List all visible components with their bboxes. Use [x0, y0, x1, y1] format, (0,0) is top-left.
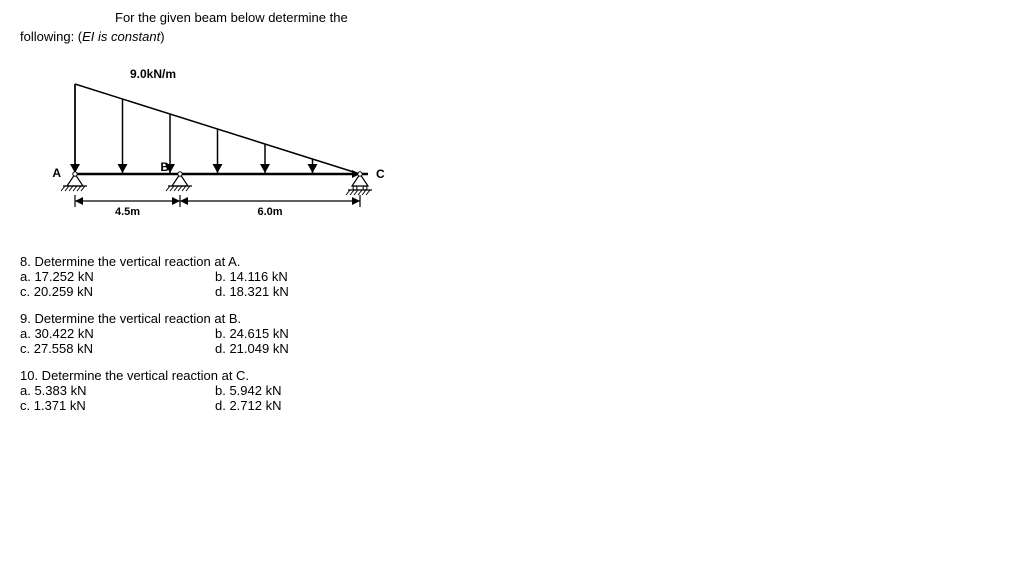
- svg-text:C: C: [376, 167, 385, 181]
- q10-opt-b: b. 5.942 kN: [215, 383, 410, 398]
- beam-diagram: 9.0kN/m A B C 4.5m 6.0m: [45, 54, 385, 234]
- prompt-text-2-italic: EI is constant: [82, 29, 160, 44]
- prompt-text-2a: following: (: [20, 29, 82, 44]
- svg-text:9.0kN/m: 9.0kN/m: [130, 67, 176, 81]
- q10-opt-c: c. 1.371 kN: [20, 398, 215, 413]
- q8-opt-a: a. 17.252 kN: [20, 269, 215, 284]
- q8-opt-c: c. 20.259 kN: [20, 284, 215, 299]
- page-container: For the given beam below determine the f…: [0, 0, 1024, 435]
- svg-text:B: B: [160, 160, 169, 174]
- q10-opt-a: a. 5.383 kN: [20, 383, 215, 398]
- beam-svg: 9.0kN/m A B C 4.5m 6.0m: [45, 54, 385, 234]
- q8-opt-b: b. 14.116 kN: [215, 269, 410, 284]
- q9-opt-d: d. 21.049 kN: [215, 341, 410, 356]
- prompt-line-2: following: (EI is constant): [20, 29, 1004, 44]
- q8-stem: 8. Determine the vertical reaction at A.: [20, 254, 1004, 269]
- q9-opt-a: a. 30.422 kN: [20, 326, 215, 341]
- svg-text:A: A: [52, 166, 61, 180]
- question-8: 8. Determine the vertical reaction at A.…: [20, 254, 1004, 299]
- q9-opt-c: c. 27.558 kN: [20, 341, 215, 356]
- questions-block: 8. Determine the vertical reaction at A.…: [20, 254, 1004, 413]
- prompt-line-1: For the given beam below determine the: [20, 10, 1004, 25]
- question-9: 9. Determine the vertical reaction at B.…: [20, 311, 1004, 356]
- q9-opt-b: b. 24.615 kN: [215, 326, 410, 341]
- svg-text:6.0m: 6.0m: [257, 206, 282, 218]
- question-10: 10. Determine the vertical reaction at C…: [20, 368, 1004, 413]
- prompt-text-2c: ): [160, 29, 164, 44]
- svg-text:4.5m: 4.5m: [115, 206, 140, 218]
- q10-opt-d: d. 2.712 kN: [215, 398, 410, 413]
- q9-stem: 9. Determine the vertical reaction at B.: [20, 311, 1004, 326]
- q10-stem: 10. Determine the vertical reaction at C…: [20, 368, 1004, 383]
- prompt-text-1: For the given beam below determine the: [115, 10, 348, 25]
- q8-opt-d: d. 18.321 kN: [215, 284, 410, 299]
